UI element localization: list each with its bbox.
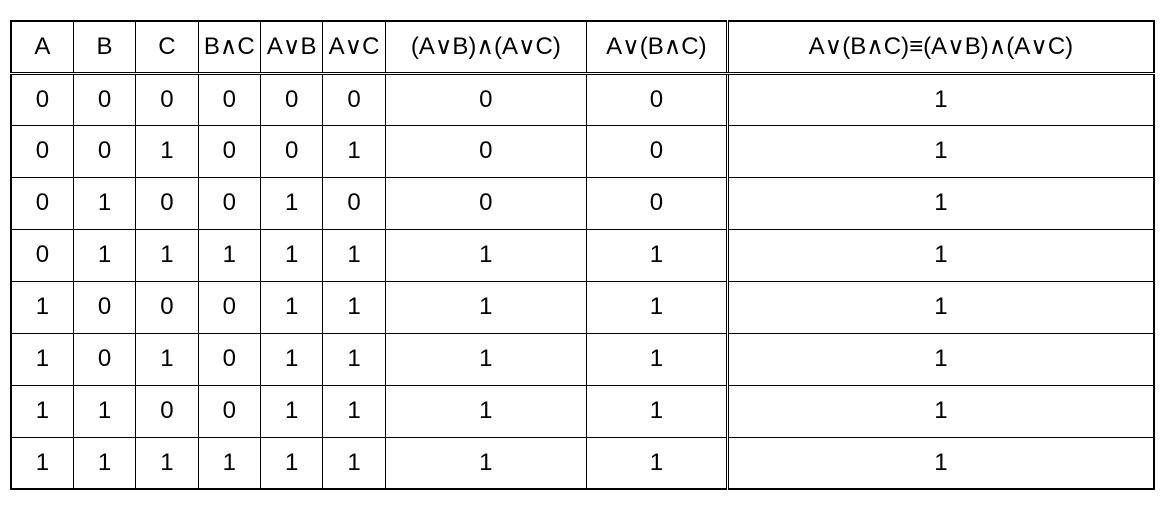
table-row: 0 0 1 0 0 1 0 0 1 bbox=[11, 125, 1154, 177]
cell: 1 bbox=[727, 125, 1154, 177]
cell: 0 bbox=[198, 333, 260, 385]
cell: 1 bbox=[261, 437, 323, 489]
cell: 0 bbox=[136, 73, 198, 125]
cell: 1 bbox=[727, 437, 1154, 489]
table-row: 0 0 0 0 0 0 0 0 1 bbox=[11, 73, 1154, 125]
header-AorC: A∨C bbox=[323, 21, 385, 73]
cell: 0 bbox=[198, 177, 260, 229]
cell: 0 bbox=[261, 125, 323, 177]
cell: 0 bbox=[198, 385, 260, 437]
cell: 1 bbox=[727, 73, 1154, 125]
table-body: 0 0 0 0 0 0 0 0 1 0 0 1 0 0 1 0 0 1 bbox=[11, 73, 1154, 489]
cell: 1 bbox=[136, 437, 198, 489]
cell: 1 bbox=[586, 333, 727, 385]
header-dist: A∨(B∧C) bbox=[586, 21, 727, 73]
cell: 1 bbox=[385, 385, 586, 437]
cell: 1 bbox=[727, 333, 1154, 385]
cell: 1 bbox=[727, 229, 1154, 281]
cell: 1 bbox=[385, 437, 586, 489]
page: A B C B∧C A∨B A∨C (A∨B)∧(A∨C) A∨(B∧C) A∨… bbox=[0, 0, 1165, 510]
cell: 1 bbox=[11, 437, 73, 489]
cell: 0 bbox=[73, 125, 135, 177]
cell: 0 bbox=[73, 73, 135, 125]
cell: 1 bbox=[323, 333, 385, 385]
cell: 1 bbox=[385, 229, 586, 281]
cell: 1 bbox=[586, 281, 727, 333]
header-AorB: A∨B bbox=[261, 21, 323, 73]
cell: 1 bbox=[11, 385, 73, 437]
cell: 1 bbox=[11, 333, 73, 385]
cell: 1 bbox=[136, 125, 198, 177]
cell: 1 bbox=[385, 333, 586, 385]
header-row: A B C B∧C A∨B A∨C (A∨B)∧(A∨C) A∨(B∧C) A∨… bbox=[11, 21, 1154, 73]
cell: 1 bbox=[261, 177, 323, 229]
header-B: B bbox=[73, 21, 135, 73]
cell: 1 bbox=[323, 385, 385, 437]
cell: 1 bbox=[198, 437, 260, 489]
cell: 0 bbox=[11, 73, 73, 125]
cell: 1 bbox=[323, 229, 385, 281]
cell: 0 bbox=[385, 177, 586, 229]
cell: 1 bbox=[73, 177, 135, 229]
cell: 1 bbox=[385, 281, 586, 333]
cell: 1 bbox=[11, 281, 73, 333]
header-conj: (A∨B)∧(A∨C) bbox=[385, 21, 586, 73]
cell: 1 bbox=[586, 437, 727, 489]
header-equiv: A∨(B∧C)≡(A∨B)∧(A∨C) bbox=[727, 21, 1154, 73]
cell: 1 bbox=[136, 333, 198, 385]
cell: 1 bbox=[198, 229, 260, 281]
cell: 1 bbox=[73, 229, 135, 281]
cell: 0 bbox=[136, 281, 198, 333]
cell: 0 bbox=[11, 125, 73, 177]
table-row: 0 1 0 0 1 0 0 0 1 bbox=[11, 177, 1154, 229]
cell: 0 bbox=[198, 73, 260, 125]
cell: 1 bbox=[261, 385, 323, 437]
cell: 1 bbox=[323, 281, 385, 333]
table-row: 1 1 1 1 1 1 1 1 1 bbox=[11, 437, 1154, 489]
truth-table: A B C B∧C A∨B A∨C (A∨B)∧(A∨C) A∨(B∧C) A∨… bbox=[10, 20, 1155, 490]
cell: 0 bbox=[136, 177, 198, 229]
cell: 0 bbox=[323, 177, 385, 229]
cell: 1 bbox=[136, 229, 198, 281]
header-A: A bbox=[11, 21, 73, 73]
table-row: 1 0 0 0 1 1 1 1 1 bbox=[11, 281, 1154, 333]
cell: 0 bbox=[385, 73, 586, 125]
cell: 0 bbox=[198, 125, 260, 177]
cell: 0 bbox=[198, 281, 260, 333]
table-row: 1 1 0 0 1 1 1 1 1 bbox=[11, 385, 1154, 437]
header-C: C bbox=[136, 21, 198, 73]
cell: 0 bbox=[586, 73, 727, 125]
cell: 0 bbox=[323, 73, 385, 125]
cell: 0 bbox=[136, 385, 198, 437]
cell: 0 bbox=[73, 333, 135, 385]
cell: 1 bbox=[73, 437, 135, 489]
cell: 1 bbox=[261, 333, 323, 385]
header-BandC: B∧C bbox=[198, 21, 260, 73]
cell: 1 bbox=[727, 281, 1154, 333]
table-header: A B C B∧C A∨B A∨C (A∨B)∧(A∨C) A∨(B∧C) A∨… bbox=[11, 21, 1154, 73]
cell: 1 bbox=[323, 125, 385, 177]
cell: 0 bbox=[11, 229, 73, 281]
cell: 0 bbox=[73, 281, 135, 333]
cell: 1 bbox=[261, 229, 323, 281]
cell: 1 bbox=[261, 281, 323, 333]
cell: 0 bbox=[261, 73, 323, 125]
table-row: 0 1 1 1 1 1 1 1 1 bbox=[11, 229, 1154, 281]
cell: 0 bbox=[586, 125, 727, 177]
cell: 0 bbox=[385, 125, 586, 177]
cell: 1 bbox=[323, 437, 385, 489]
cell: 1 bbox=[586, 385, 727, 437]
cell: 1 bbox=[586, 229, 727, 281]
cell: 1 bbox=[727, 177, 1154, 229]
cell: 1 bbox=[727, 385, 1154, 437]
cell: 0 bbox=[11, 177, 73, 229]
table-row: 1 0 1 0 1 1 1 1 1 bbox=[11, 333, 1154, 385]
cell: 1 bbox=[73, 385, 135, 437]
cell: 0 bbox=[586, 177, 727, 229]
